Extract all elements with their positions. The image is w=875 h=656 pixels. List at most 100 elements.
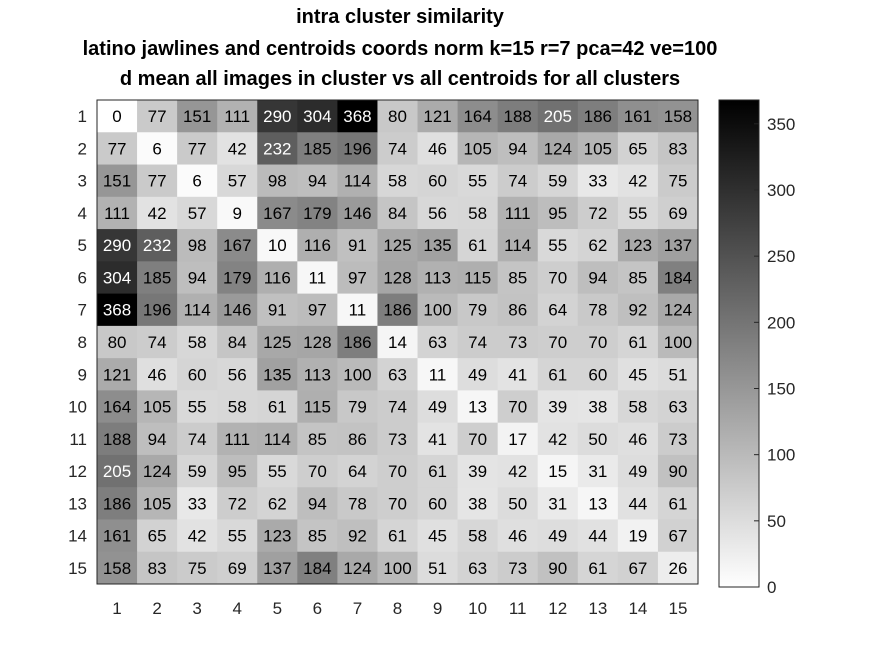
heatmap-cell	[537, 454, 579, 488]
cell-value-label: 55	[228, 527, 247, 546]
heatmap-cell	[97, 164, 138, 198]
cell-value-label: 85	[628, 268, 647, 287]
cell-value-label: 67	[669, 527, 688, 546]
cell-value-label: 73	[669, 430, 688, 449]
heatmap-cell	[417, 551, 459, 585]
heatmap-cell	[137, 390, 178, 424]
heatmap-cell	[657, 293, 699, 327]
cell-value-label: 75	[669, 172, 688, 191]
heatmap-cell	[497, 164, 539, 198]
cell-value-label: 14	[388, 333, 407, 352]
chart-subtitle-2: d mean all images in cluster vs all cent…	[119, 68, 681, 90]
heatmap-cell	[617, 454, 659, 488]
heatmap-cell	[577, 229, 619, 262]
heatmap-cell	[257, 325, 298, 359]
heatmap-cell	[137, 325, 178, 359]
cell-value-label: 74	[188, 430, 207, 449]
x-tick-label: 2	[152, 599, 161, 618]
heatmap-cell	[497, 519, 539, 553]
heatmap-cell	[577, 261, 619, 295]
y-tick-label: 2	[78, 139, 87, 158]
cell-value-label: 124	[544, 139, 572, 158]
cell-value-label: 61	[268, 398, 287, 417]
cell-value-label: 161	[103, 527, 131, 546]
cell-value-label: 123	[263, 527, 291, 546]
heatmap-cell	[497, 229, 539, 262]
cell-value-label: 42	[148, 204, 167, 223]
cell-value-label: 57	[188, 204, 207, 223]
cell-value-label: 94	[188, 268, 207, 287]
colorbar-tick-label: 250	[767, 247, 795, 266]
heatmap-cell	[177, 325, 218, 359]
heatmap-cell	[497, 487, 539, 520]
y-tick-label: 3	[78, 172, 87, 191]
heatmap-cell	[337, 358, 378, 391]
heatmap-cell	[217, 132, 258, 166]
heatmap-cell	[217, 519, 258, 553]
heatmap-cell	[177, 358, 218, 391]
cell-value-label: 56	[428, 204, 447, 223]
cell-value-label: 113	[304, 365, 331, 384]
heatmap-cell	[377, 358, 419, 391]
heatmap-cell	[297, 551, 338, 585]
cell-value-label: 188	[103, 430, 131, 449]
heatmap-cell	[537, 132, 579, 166]
cell-value-label: 95	[548, 204, 567, 223]
cell-value-label: 61	[548, 365, 567, 384]
heatmap-cell	[497, 261, 539, 295]
heatmap-cell	[617, 293, 659, 327]
heatmap-cell	[177, 487, 218, 520]
cell-value-label: 50	[508, 494, 527, 513]
heatmap-cell	[257, 293, 298, 327]
cell-value-label: 33	[188, 494, 207, 513]
heatmap-cell	[617, 487, 659, 520]
cell-value-label: 26	[669, 559, 688, 578]
heatmap-cell	[297, 100, 338, 133]
cell-value-label: 128	[383, 268, 411, 287]
chart-subtitle: latino jawlines and centroids coords nor…	[82, 38, 718, 60]
heatmap-cell	[97, 487, 138, 520]
heatmap-cell	[457, 390, 499, 424]
cell-value-label: 61	[428, 462, 447, 481]
cell-value-label: 59	[188, 462, 207, 481]
cell-value-label: 97	[348, 268, 367, 287]
y-tick-label: 12	[68, 462, 87, 481]
cell-value-label: 92	[628, 301, 647, 320]
cell-value-label: 74	[508, 172, 527, 191]
heatmap-cell	[337, 164, 378, 198]
heatmap-cell	[537, 487, 579, 520]
cell-value-label: 164	[463, 107, 491, 126]
y-tick-label: 9	[78, 365, 87, 384]
cell-value-label: 114	[344, 172, 371, 191]
heatmap-cell	[217, 325, 258, 359]
heatmap-cell	[137, 519, 178, 553]
heatmap-cell	[497, 358, 539, 391]
y-tick-label: 7	[78, 301, 87, 320]
heatmap-cell	[417, 229, 459, 262]
y-tick-label: 15	[68, 559, 87, 578]
heatmap-cell	[417, 196, 459, 230]
heatmap-cell	[417, 390, 459, 424]
cell-value-label: 186	[103, 494, 131, 513]
cell-value-label: 91	[268, 301, 287, 320]
heatmap-cell	[657, 132, 699, 166]
cell-value-label: 56	[228, 365, 247, 384]
heatmap-cell	[297, 164, 338, 198]
colorbar	[718, 99, 760, 588]
cell-value-label: 90	[548, 559, 567, 578]
cell-value-label: 39	[548, 398, 567, 417]
cell-value-label: 205	[103, 462, 131, 481]
cell-value-label: 58	[388, 172, 407, 191]
heatmap-cell	[257, 454, 298, 488]
cell-value-label: 70	[548, 333, 567, 352]
cell-value-label: 58	[468, 204, 487, 223]
colorbar-tick-label: 50	[767, 512, 786, 531]
cell-value-label: 55	[268, 462, 287, 481]
cell-value-label: 60	[588, 365, 607, 384]
cell-value-label: 179	[223, 268, 251, 287]
heatmap-cell	[177, 261, 218, 295]
heatmap-cell	[617, 390, 659, 424]
heatmap-cell	[457, 358, 499, 391]
x-tick-label: 5	[273, 599, 282, 618]
